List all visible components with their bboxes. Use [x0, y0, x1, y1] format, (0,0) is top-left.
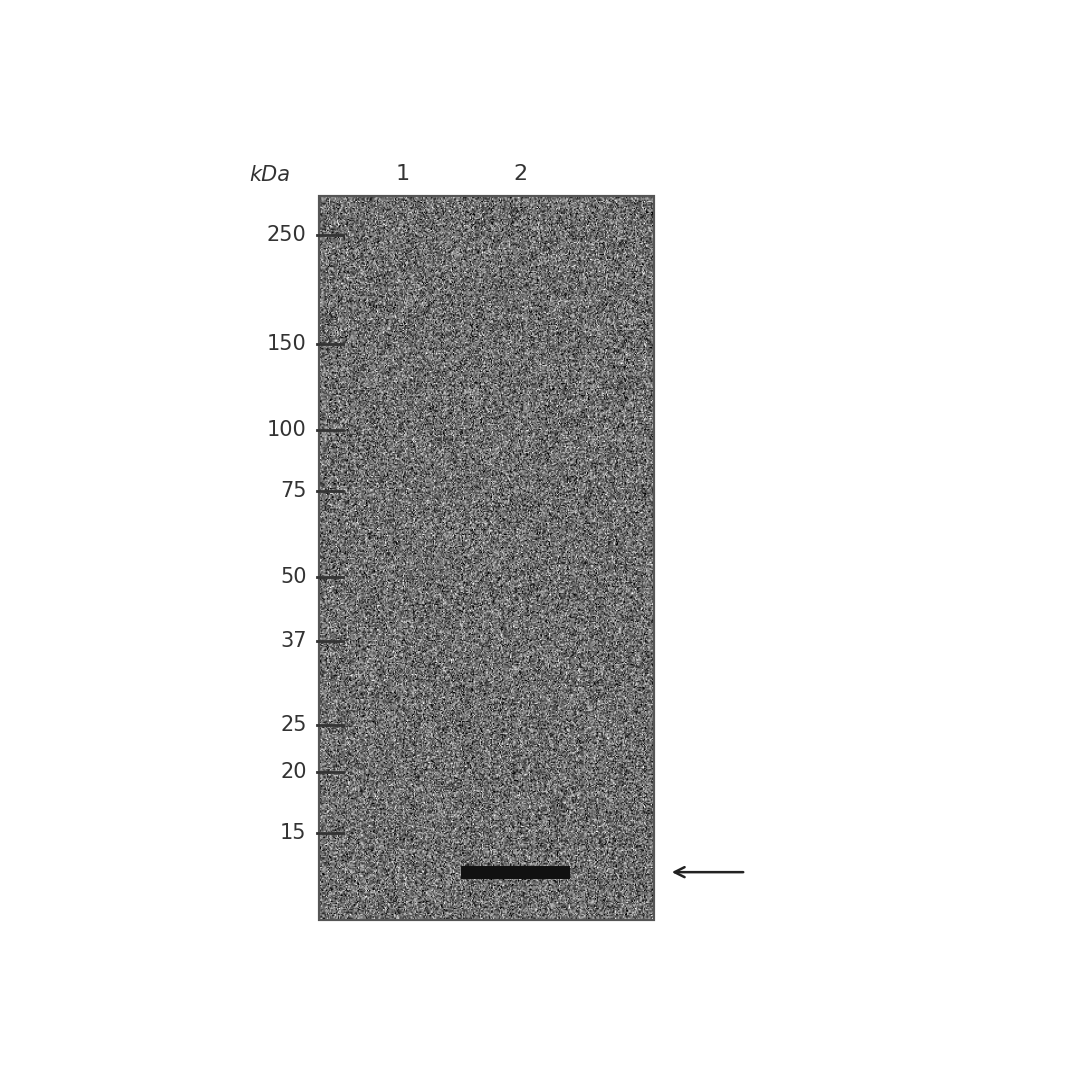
Text: 100: 100 [267, 420, 307, 440]
Bar [320, 197, 654, 920]
Text: 20: 20 [280, 762, 307, 782]
Text: 150: 150 [267, 334, 307, 353]
Text: 50: 50 [280, 567, 307, 588]
Text: 2: 2 [513, 164, 527, 184]
Text: 250: 250 [267, 225, 307, 245]
Text: 37: 37 [280, 632, 307, 651]
Bar [461, 865, 570, 879]
Text: 75: 75 [280, 481, 307, 501]
Text: 25: 25 [280, 715, 307, 734]
Text: 15: 15 [280, 823, 307, 843]
Text: kDa: kDa [248, 165, 289, 186]
Bar [320, 197, 654, 920]
Text: 1: 1 [395, 164, 410, 184]
